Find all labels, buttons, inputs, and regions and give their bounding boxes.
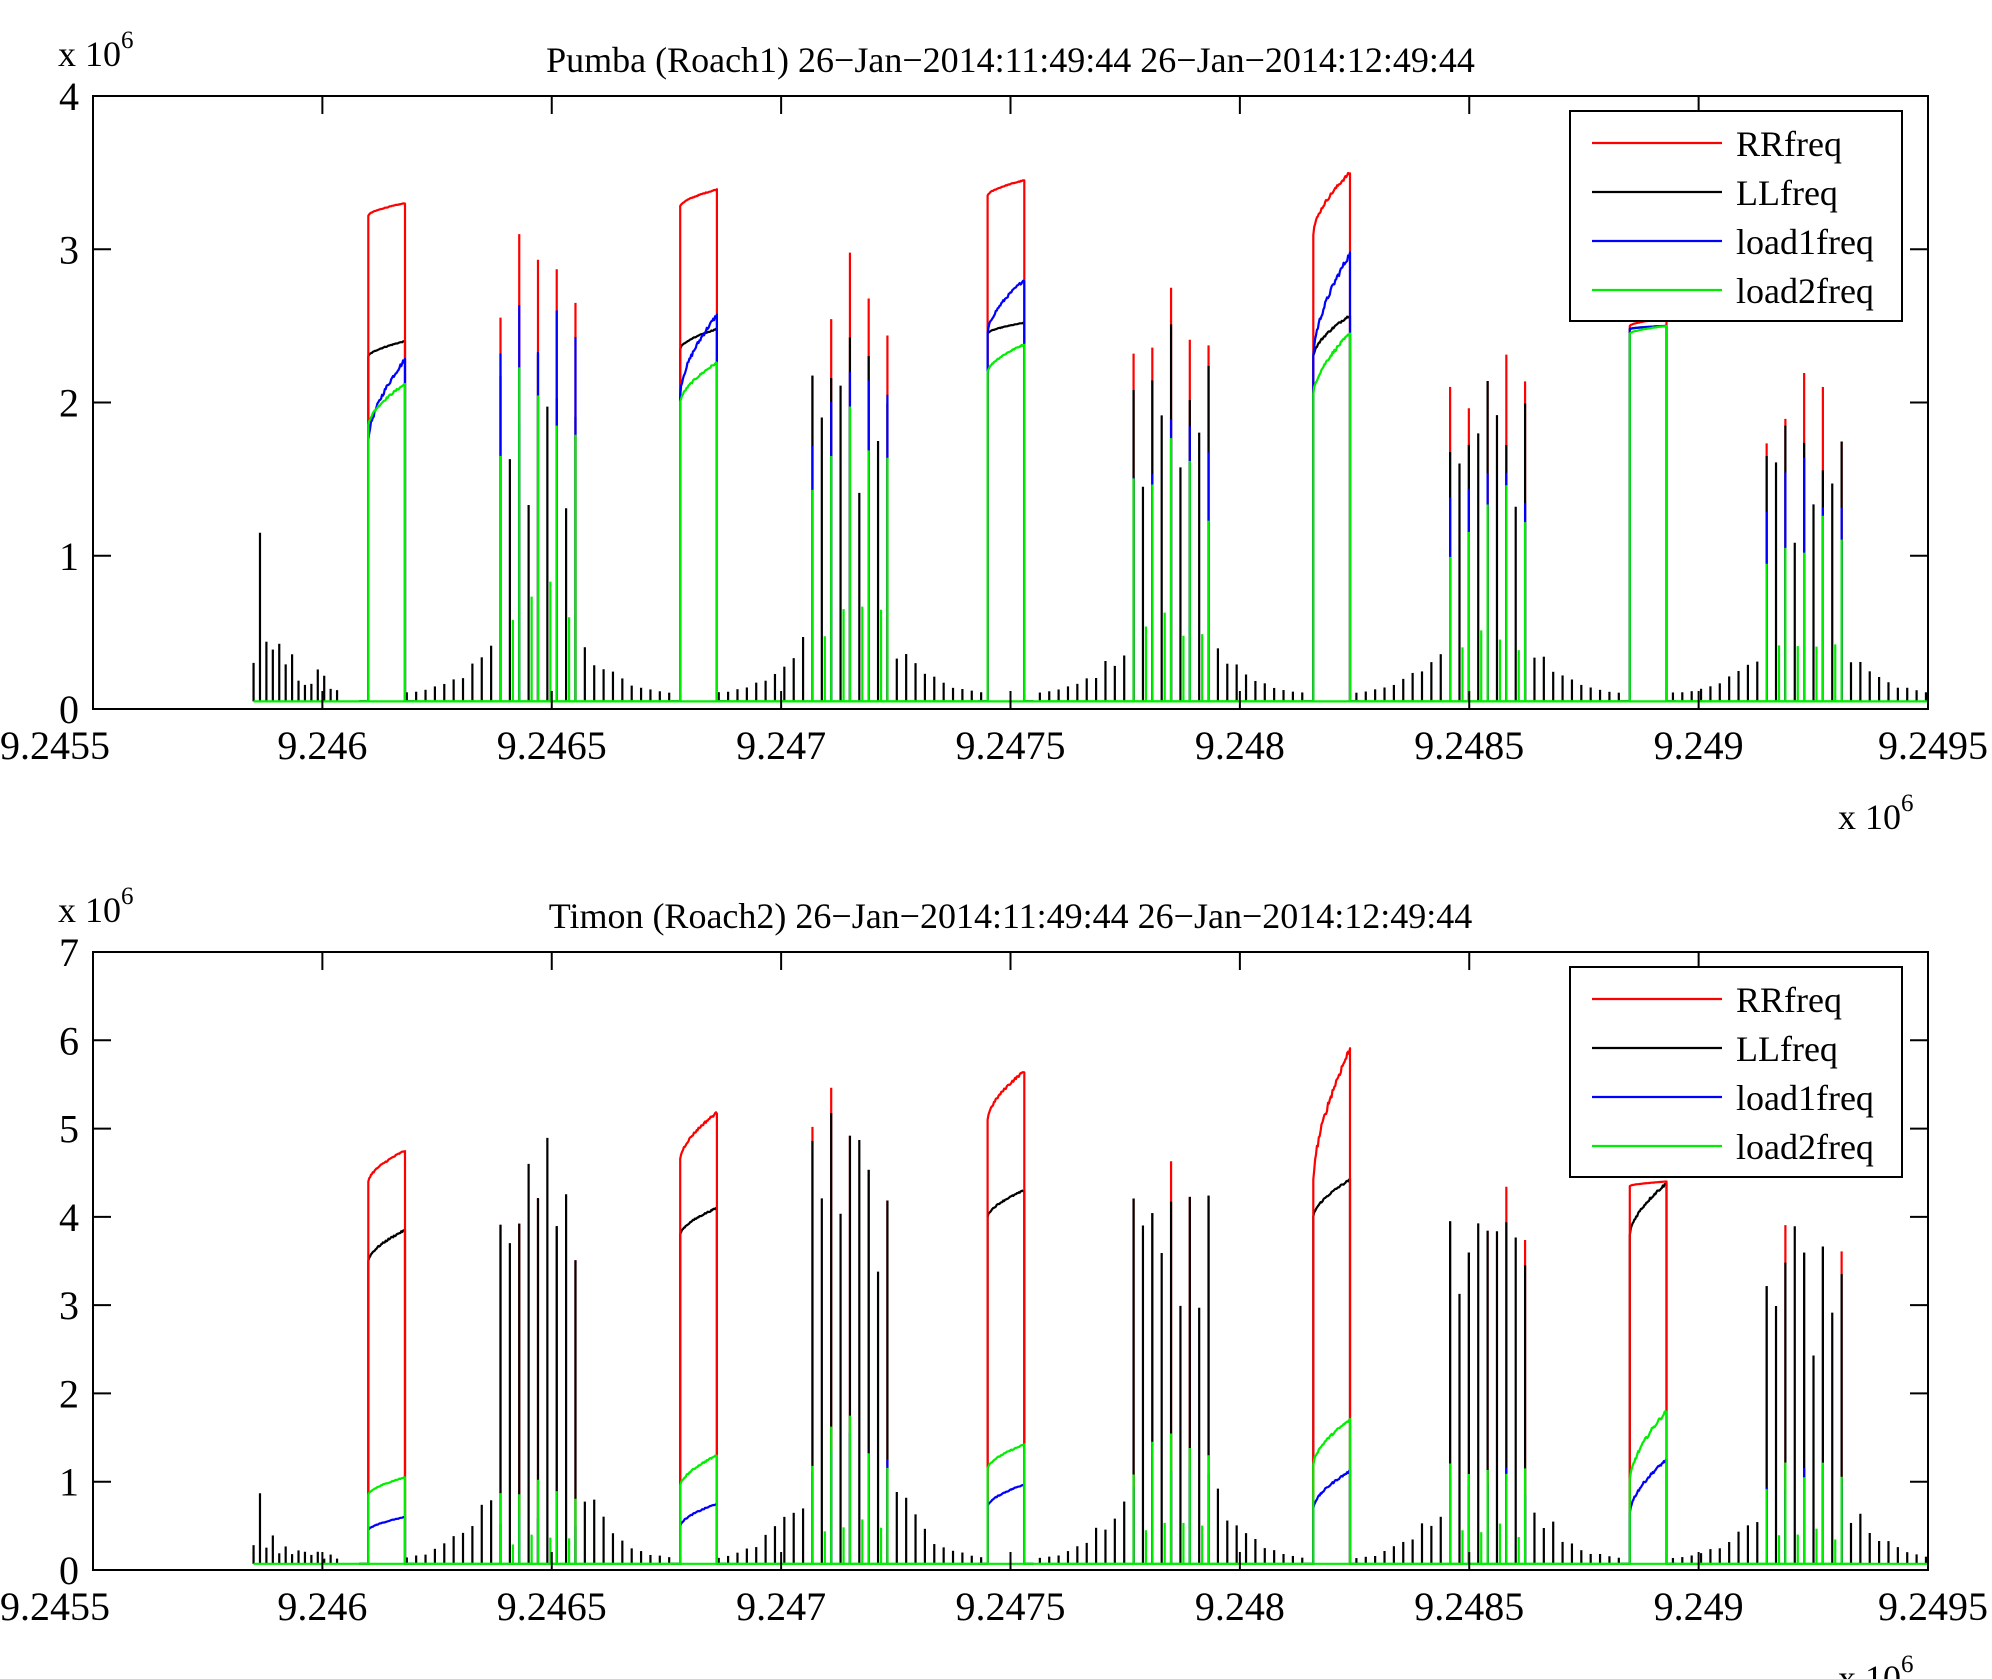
legend-label-load1freq: load1freq bbox=[1736, 222, 1874, 262]
chart-title: Pumba (Roach1) 26−Jan−2014:11:49:44 26−J… bbox=[546, 40, 1475, 80]
legend-box bbox=[1569, 110, 1903, 322]
x-multiplier: x 106 bbox=[1838, 1651, 1914, 1679]
series-RRfreq-block bbox=[1304, 1047, 1360, 1565]
x-tick-label: 9.2455 bbox=[0, 723, 110, 768]
x-tick-label: 9.2485 bbox=[1414, 723, 1524, 768]
series-LLfreq-block bbox=[978, 1189, 1034, 1565]
y-tick-label: 0 bbox=[59, 1548, 79, 1593]
chart-panel-2: Timon (Roach2) 26−Jan−2014:11:49:44 26−J… bbox=[0, 883, 1988, 1679]
x-tick-label: 9.2465 bbox=[497, 1584, 607, 1629]
y-tick-label: 1 bbox=[59, 1460, 79, 1505]
series-RRfreq-block bbox=[359, 1150, 415, 1565]
series-LLfreq-block bbox=[978, 321, 1034, 703]
series-load1freq-block bbox=[671, 313, 727, 703]
series-load2freq-block bbox=[1620, 1410, 1676, 1565]
series-load1freq-block bbox=[1620, 1457, 1676, 1565]
x-tick-label: 9.2495 bbox=[1878, 723, 1988, 768]
series-load2freq-block bbox=[359, 1476, 415, 1565]
x-tick-label: 9.248 bbox=[1195, 1584, 1285, 1629]
series-load2freq-block bbox=[1304, 332, 1360, 703]
x-tick-label: 9.248 bbox=[1195, 723, 1285, 768]
y-tick-label: 1 bbox=[59, 534, 79, 579]
y-multiplier: x 106 bbox=[58, 883, 134, 930]
x-tick-label: 9.2475 bbox=[956, 1584, 1066, 1629]
legend-label-LLfreq: LLfreq bbox=[1736, 1029, 1838, 1069]
x-tick-label: 9.2495 bbox=[1878, 1584, 1988, 1629]
series-LLfreq-block bbox=[359, 1228, 415, 1565]
x-tick-label: 9.246 bbox=[277, 1584, 367, 1629]
series-load1freq-block bbox=[978, 279, 1034, 703]
y-tick-label: 5 bbox=[59, 1107, 79, 1152]
series-RRfreq-block bbox=[671, 188, 727, 703]
series-load2freq-block bbox=[671, 361, 727, 703]
x-tick-label: 9.249 bbox=[1654, 723, 1744, 768]
series-load1freq-block bbox=[1304, 251, 1360, 703]
x-tick-label: 9.249 bbox=[1654, 1584, 1744, 1629]
series-LLfreq-block bbox=[359, 339, 415, 703]
series-RRfreq-block bbox=[978, 1071, 1034, 1565]
series-load2freq-block bbox=[671, 1454, 727, 1565]
y-tick-label: 6 bbox=[59, 1018, 79, 1063]
plot-data bbox=[252, 171, 1928, 703]
y-tick-label: 4 bbox=[59, 1195, 79, 1240]
plot-data bbox=[252, 1047, 1928, 1565]
x-tick-label: 9.2485 bbox=[1414, 1584, 1524, 1629]
legend-label-LLfreq: LLfreq bbox=[1736, 173, 1838, 213]
series-RRfreq-block bbox=[1304, 171, 1360, 703]
chart-panel-1: Pumba (Roach1) 26−Jan−2014:11:49:44 26−J… bbox=[0, 27, 1988, 837]
series-load2freq-block bbox=[1304, 1418, 1360, 1565]
series-load1freq-block bbox=[359, 357, 415, 703]
legend-label-RRfreq: RRfreq bbox=[1736, 124, 1842, 164]
x-tick-label: 9.246 bbox=[277, 723, 367, 768]
legend-label-RRfreq: RRfreq bbox=[1736, 980, 1842, 1020]
y-tick-label: 0 bbox=[59, 687, 79, 732]
series-load1freq-block bbox=[359, 1515, 415, 1565]
chart-title: Timon (Roach2) 26−Jan−2014:11:49:44 26−J… bbox=[549, 896, 1473, 936]
x-multiplier: x 106 bbox=[1838, 790, 1914, 837]
series-RRfreq-block bbox=[359, 202, 415, 703]
series-load1freq-block bbox=[1304, 1469, 1360, 1565]
series-RRfreq-block bbox=[1620, 1180, 1676, 1565]
x-tick-label: 9.2455 bbox=[0, 1584, 110, 1629]
x-tick-label: 9.247 bbox=[736, 1584, 826, 1629]
series-RRfreq-block bbox=[671, 1111, 727, 1565]
series-load2freq-block bbox=[978, 1443, 1034, 1565]
series-load1freq-block bbox=[671, 1502, 727, 1565]
legend: RRfreq LLfreq load1freq load2freq bbox=[1569, 110, 1903, 322]
y-tick-label: 3 bbox=[59, 1283, 79, 1328]
legend-label-load2freq: load2freq bbox=[1736, 1127, 1874, 1167]
series-LLfreq-block bbox=[671, 1206, 727, 1565]
series-LLfreq-block bbox=[671, 327, 727, 703]
series-RRfreq-block bbox=[978, 179, 1034, 703]
legend-label-load2freq: load2freq bbox=[1736, 271, 1874, 311]
y-tick-label: 7 bbox=[59, 930, 79, 975]
x-tick-label: 9.2475 bbox=[956, 723, 1066, 768]
y-multiplier: x 106 bbox=[58, 27, 134, 74]
series-LLfreq-block bbox=[1620, 1181, 1676, 1565]
y-tick-label: 2 bbox=[59, 381, 79, 426]
series-LLfreq-block bbox=[1304, 1177, 1360, 1565]
series-load1freq-block bbox=[978, 1483, 1034, 1565]
y-tick-label: 3 bbox=[59, 227, 79, 272]
legend-box bbox=[1569, 966, 1903, 1178]
legend-label-load1freq: load1freq bbox=[1736, 1078, 1874, 1118]
series-load2freq-block bbox=[359, 382, 415, 703]
series-load2freq-block bbox=[978, 343, 1034, 703]
legend: RRfreq LLfreq load1freq load2freq bbox=[1569, 966, 1903, 1178]
series-load2freq-block bbox=[1620, 324, 1676, 703]
series-LLfreq-block bbox=[1304, 314, 1360, 703]
y-tick-label: 4 bbox=[59, 74, 79, 119]
x-tick-label: 9.2465 bbox=[497, 723, 607, 768]
y-tick-label: 2 bbox=[59, 1371, 79, 1416]
x-tick-label: 9.247 bbox=[736, 723, 826, 768]
